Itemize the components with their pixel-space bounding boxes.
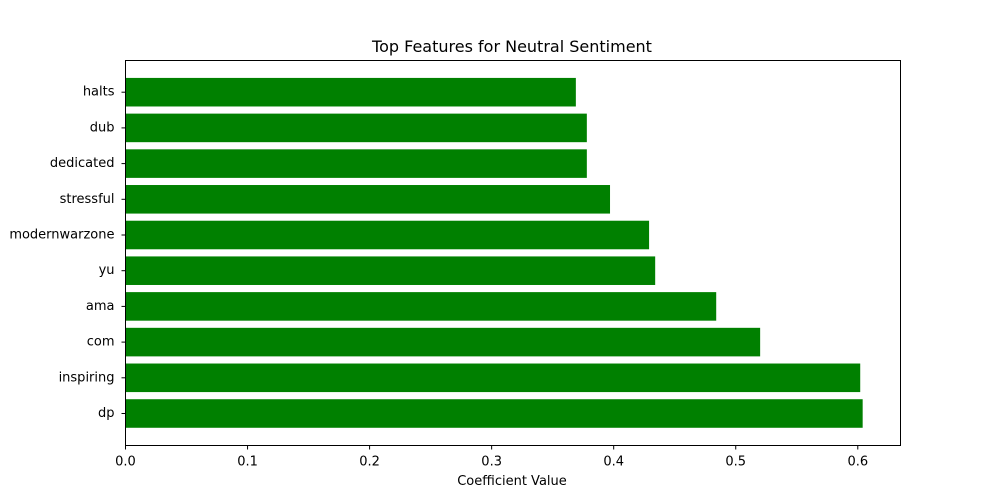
x-tick-label: 0.3 <box>481 455 502 470</box>
x-tick-label: 0.2 <box>359 455 380 470</box>
bar-modernwarzone <box>125 220 650 250</box>
y-tick-label: halts <box>83 85 115 100</box>
y-tick-label: com <box>87 335 115 350</box>
x-tick-label: 0.0 <box>115 455 136 470</box>
bar-inspiring <box>125 363 861 393</box>
bar-stressful <box>125 185 611 214</box>
x-axis-ticks: 0.0 0.1 0.2 0.3 0.4 0.5 0.6 <box>115 445 868 470</box>
bar-halts <box>125 77 576 107</box>
y-tick-label: stressful <box>60 192 115 207</box>
x-tick-label: 0.1 <box>237 455 258 470</box>
y-tick-label: ama <box>86 299 115 314</box>
bar-dedicated <box>125 149 587 178</box>
plot-frame <box>125 60 901 446</box>
x-axis-label: Coefficient Value <box>457 474 567 489</box>
bar-dub <box>125 113 587 143</box>
y-tick-label: modernwarzone <box>9 228 114 243</box>
y-tick-label: yu <box>99 263 115 278</box>
bar-yu <box>125 256 656 285</box>
y-tick-label: dedicated <box>50 156 115 171</box>
y-axis-ticks: dp inspiring com ama yu modernwarzone stressfu… <box>9 85 126 421</box>
y-tick-label: dp <box>98 406 115 421</box>
bars-group <box>125 77 863 428</box>
y-tick-label: dub <box>90 120 115 135</box>
x-tick-label: 0.5 <box>725 455 746 470</box>
chart-title: Top Features for Neutral Sentiment <box>371 37 652 56</box>
x-tick-label: 0.6 <box>847 455 868 470</box>
y-tick-label: inspiring <box>59 370 115 385</box>
bar-dp <box>125 399 863 428</box>
bar-com <box>125 327 761 357</box>
bar-ama <box>125 292 717 321</box>
x-tick-label: 0.4 <box>603 455 624 470</box>
